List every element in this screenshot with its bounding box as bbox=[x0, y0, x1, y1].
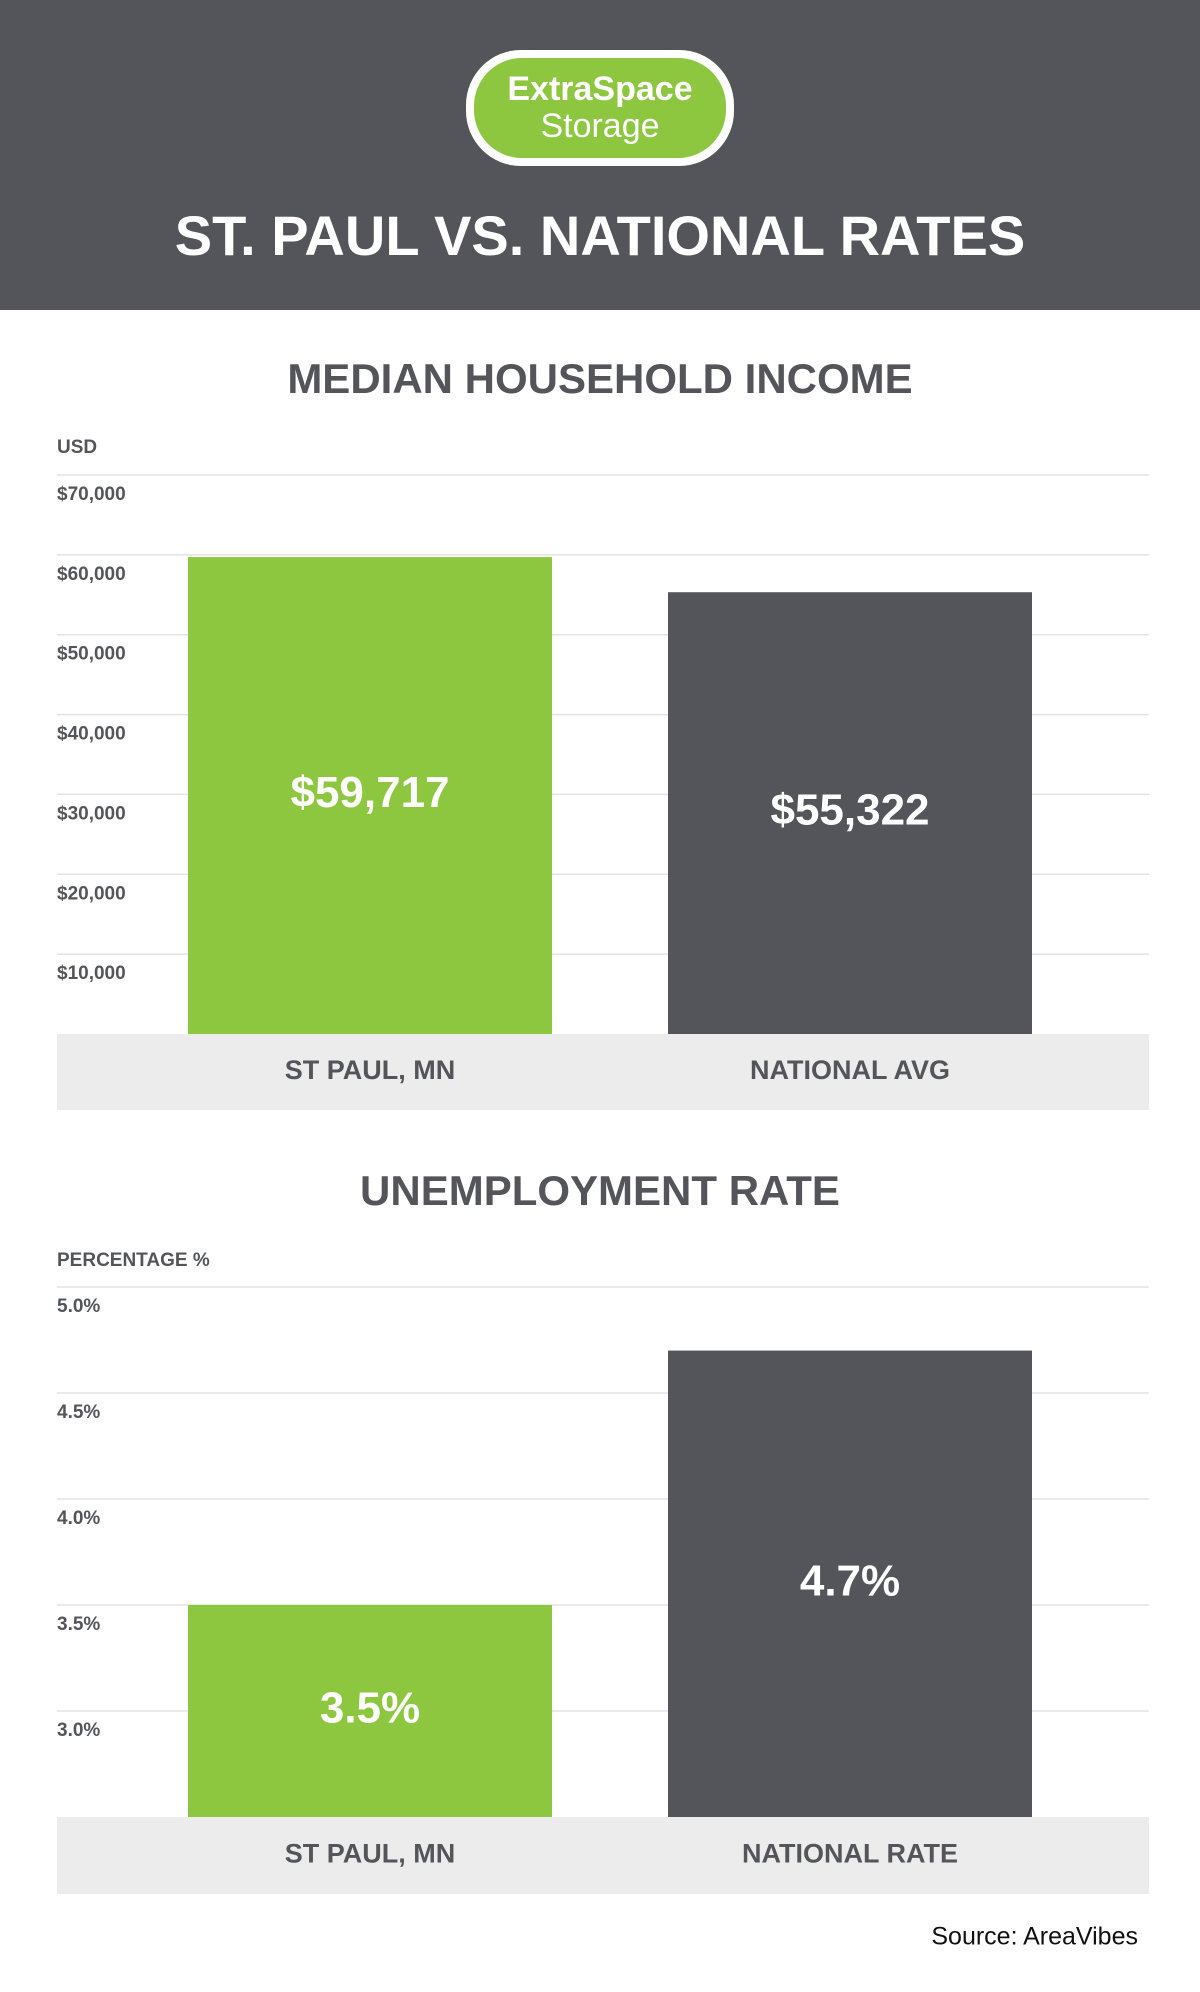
chart-title: MEDIAN HOUSEHOLD INCOME bbox=[287, 355, 912, 402]
y-tick-label: $60,000 bbox=[57, 564, 126, 585]
bar bbox=[188, 557, 552, 1034]
y-tick-label: 5.0% bbox=[57, 1296, 100, 1317]
bar bbox=[668, 592, 1032, 1034]
x-tick-label: ST PAUL, MN bbox=[285, 1055, 456, 1085]
logo-badge bbox=[474, 58, 726, 158]
value-label: $55,322 bbox=[770, 786, 929, 835]
y-tick-label: $10,000 bbox=[57, 963, 126, 984]
logo-line1: ExtraSpace bbox=[507, 70, 692, 108]
value-label: $59,717 bbox=[290, 768, 449, 817]
y-axis-label: PERCENTAGE % bbox=[57, 1250, 210, 1271]
y-tick-label: 3.5% bbox=[57, 1614, 100, 1635]
category-band bbox=[57, 1034, 1149, 1110]
y-tick-label: $30,000 bbox=[57, 803, 126, 824]
y-tick-label: 4.5% bbox=[57, 1402, 100, 1423]
y-tick-label: $70,000 bbox=[57, 484, 126, 505]
logo-line2: Storage bbox=[540, 107, 659, 145]
bar bbox=[188, 1605, 552, 1817]
y-tick-label: 3.0% bbox=[57, 1720, 100, 1741]
x-tick-label: NATIONAL AVG bbox=[750, 1055, 950, 1085]
value-label: 4.7% bbox=[800, 1556, 900, 1605]
y-tick-label: $20,000 bbox=[57, 883, 126, 904]
category-band bbox=[57, 1817, 1149, 1894]
x-tick-label: NATIONAL RATE bbox=[742, 1839, 958, 1869]
y-tick-label: 4.0% bbox=[57, 1508, 100, 1529]
source-note: Source: AreaVibes bbox=[931, 1923, 1138, 1951]
value-label: 3.5% bbox=[320, 1684, 420, 1733]
y-axis-label: USD bbox=[57, 437, 97, 458]
y-tick-label: $50,000 bbox=[57, 644, 126, 665]
y-tick-label: $40,000 bbox=[57, 724, 126, 745]
page-title: ST. PAUL VS. NATIONAL RATES bbox=[175, 204, 1025, 267]
x-tick-label: ST PAUL, MN bbox=[285, 1839, 456, 1869]
bar bbox=[668, 1350, 1032, 1817]
chart-title: UNEMPLOYMENT RATE bbox=[360, 1167, 840, 1214]
